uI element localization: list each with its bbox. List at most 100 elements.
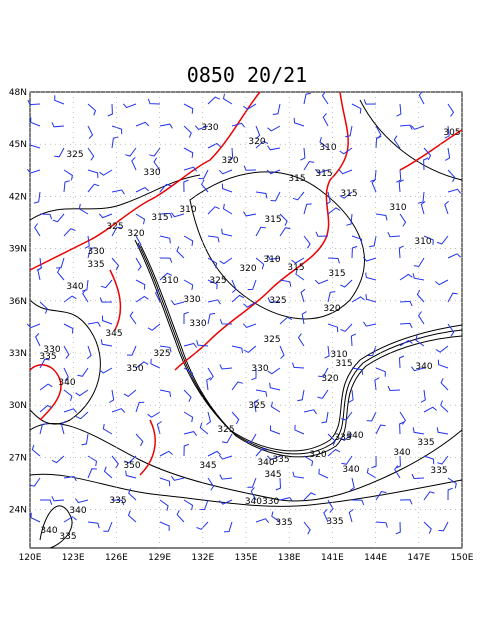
map-title: 0850 20/21: [187, 63, 307, 87]
wind-barb: [99, 367, 113, 374]
wind-barb: [319, 137, 329, 149]
contour-label: 320: [221, 156, 238, 166]
wind-barb: [267, 254, 281, 260]
wind-barb: [207, 96, 221, 105]
wind-barb: [255, 125, 261, 140]
wind-barb: [398, 355, 405, 369]
wind-barb: [183, 389, 192, 402]
wind-barb: [393, 135, 401, 149]
wind-barb: [314, 168, 329, 174]
wind-barb: [111, 257, 120, 271]
wind-barb: [99, 297, 113, 303]
wind-barb: [111, 226, 122, 237]
wind-barb: [436, 235, 449, 245]
wind-barb: [243, 211, 257, 217]
wind-barb: [222, 203, 233, 215]
wind-barb: [207, 257, 218, 269]
wind-barb: [435, 279, 449, 286]
contour-label: 335: [334, 433, 351, 443]
contour-label: 320: [321, 374, 338, 384]
lat-label: 27N: [9, 453, 27, 463]
wind-barb: [363, 321, 377, 327]
wind-barb: [81, 433, 89, 446]
wind-barb: [56, 267, 65, 281]
wind-barb: [351, 245, 358, 259]
wind-barb: [375, 491, 387, 501]
wind-barb: [87, 521, 100, 529]
wind-barb: [447, 323, 455, 337]
lon-label: 132E: [191, 553, 214, 563]
lat-label: 33N: [9, 349, 27, 359]
wind-barb: [207, 142, 221, 149]
wind-barb: [255, 226, 266, 237]
contour-line: [359, 99, 463, 181]
wind-barb: [251, 368, 257, 381]
wind-barb: [396, 103, 402, 117]
wind-barb: [135, 235, 142, 249]
graticule: [29, 91, 463, 548]
contour-label: 330: [201, 123, 218, 133]
wind-barb: [207, 367, 214, 381]
wind-barb: [111, 189, 125, 195]
coastlines: [29, 91, 463, 476]
wind-barb: [396, 169, 402, 183]
coastline: [29, 364, 62, 421]
wind-barb: [218, 499, 233, 505]
wind-barb: [315, 231, 329, 237]
contour-line: [134, 239, 463, 452]
wind-barb: [395, 455, 401, 469]
contour-label: 340: [66, 282, 83, 292]
contour-label: 325: [209, 276, 226, 286]
wind-barb: [327, 499, 334, 513]
wind-barb: [314, 279, 329, 285]
wind-barb: [399, 273, 413, 281]
lat-label: 42N: [9, 192, 27, 202]
wind-barb: [127, 510, 137, 523]
wind-barb: [223, 521, 233, 533]
wind-barb: [440, 378, 449, 391]
wind-barb: [303, 235, 311, 249]
wind-barb: [63, 228, 76, 237]
wind-barb: [124, 455, 137, 464]
wind-barb: [387, 385, 401, 392]
wind-barb: [365, 272, 377, 281]
wind-barb: [231, 294, 245, 303]
wind-barb: [125, 470, 137, 479]
wind-barb: [26, 323, 41, 329]
wind-barb: [415, 335, 425, 347]
wind-barb: [420, 389, 426, 403]
wind-barb: [351, 296, 365, 303]
wind-barb: [40, 499, 53, 505]
lon-label: 141E: [321, 553, 344, 563]
contour-label: 305: [443, 128, 460, 138]
wind-barb: [444, 200, 449, 215]
wind-barb: [103, 521, 113, 532]
contour-label: 325: [153, 349, 170, 359]
wind-barb: [51, 455, 65, 464]
wind-barb: [351, 499, 365, 506]
wind-barb: [135, 361, 149, 369]
contour-label: 340330: [245, 497, 280, 507]
wind-barb: [155, 288, 161, 303]
wind-barb: [231, 122, 245, 128]
wind-barb: [418, 91, 425, 105]
wind-barb: [423, 491, 435, 501]
wind-barb: [253, 399, 259, 413]
wind-barb: [247, 477, 257, 488]
contour-label: 310: [319, 143, 336, 153]
contour-label: 315: [288, 174, 305, 184]
wind-barb: [170, 300, 185, 306]
wind-barb: [243, 103, 257, 110]
wind-barb: [295, 269, 305, 281]
wind-barb: [340, 323, 353, 332]
wind-barb: [279, 279, 292, 287]
wind-barb: [297, 389, 305, 402]
wind-barb: [75, 389, 89, 397]
wind-barb: [447, 292, 458, 303]
wind-barb: [74, 498, 89, 504]
wind-barb: [394, 465, 401, 479]
wind-barb: [445, 147, 451, 161]
wind-barb: [219, 364, 233, 370]
wind-barb: [327, 448, 341, 457]
wind-barb: [111, 455, 119, 469]
